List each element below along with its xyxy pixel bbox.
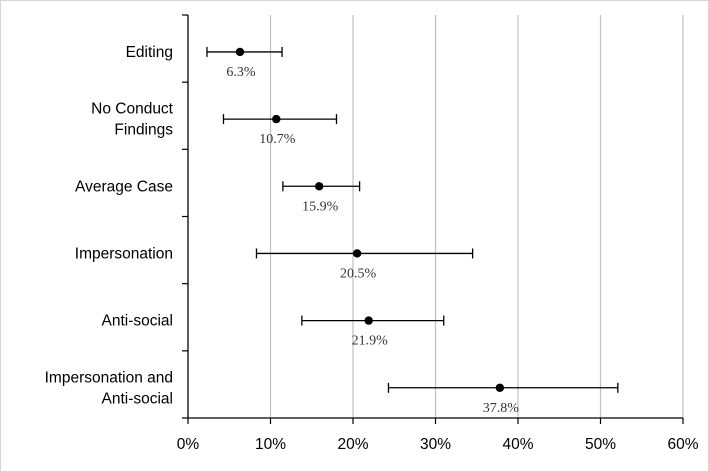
- category-label-line: No Conduct: [91, 101, 174, 118]
- category-label-4: Anti-social: [102, 313, 174, 330]
- x-tick-label-2: 20%: [337, 436, 368, 453]
- data-label-4: 21.9%: [352, 334, 389, 349]
- x-tick-label-5: 50%: [585, 436, 616, 453]
- axes: [182, 14, 684, 424]
- labels: 0% 10% 20% 30% 40% 50% 60% Editing No Conduct Fin…: [45, 44, 699, 453]
- data-point-1: [272, 114, 281, 124]
- category-label-1: No Conduct Findings: [91, 101, 174, 139]
- category-label-2: Average Case: [75, 178, 173, 195]
- x-tick-label-0: 0%: [177, 436, 200, 453]
- x-tick-label-1: 10%: [255, 436, 286, 453]
- x-tick-label-3: 30%: [420, 436, 451, 453]
- error-bars: [206, 46, 619, 393]
- data-label-3: 20.5%: [340, 266, 377, 281]
- x-tick-label-4: 40%: [502, 436, 533, 453]
- data-point-3: [352, 249, 362, 258]
- category-label-line: Impersonation: [75, 245, 173, 262]
- data-point-5: [495, 383, 505, 392]
- data-label-0: 6.3%: [226, 65, 256, 80]
- data-point-4: [364, 316, 373, 325]
- category-label-5: Impersonation and Anti-social: [45, 369, 173, 407]
- data-label-1: 10.7%: [259, 132, 296, 147]
- category-label-0: Editing: [126, 44, 173, 61]
- category-label-line: Findings: [114, 122, 173, 139]
- data-point-2: [314, 182, 324, 191]
- category-label-line: Anti-social: [102, 390, 174, 407]
- x-tick-label-6: 60%: [667, 436, 698, 453]
- data-point-0: [235, 47, 245, 57]
- category-label-line: Impersonation and: [45, 369, 173, 386]
- category-label-line: Average Case: [75, 178, 173, 195]
- data-label-2: 15.9%: [302, 199, 339, 214]
- gridlines: [269, 15, 684, 418]
- category-label-3: Impersonation: [75, 245, 173, 262]
- category-label-line: Anti-social: [102, 313, 174, 330]
- data-label-5: 37.8%: [483, 401, 520, 416]
- category-label-line: Editing: [126, 44, 173, 61]
